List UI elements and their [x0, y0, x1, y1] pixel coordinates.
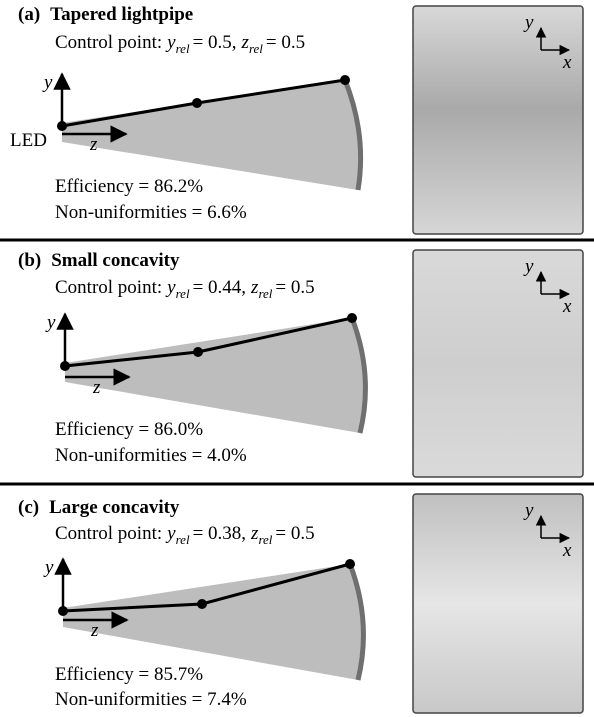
non-uniformities: Non-uniformities = 4.0%	[55, 445, 247, 466]
image-axis-y: y	[523, 256, 534, 277]
axis-label-z: z	[92, 377, 101, 398]
panel-heading: (a) Tapered lightpipe	[18, 4, 193, 25]
control-dot	[340, 75, 350, 85]
panel-label: (a)	[18, 4, 40, 25]
z-value: = 0.5	[266, 32, 305, 53]
panel-title: Small concavity	[51, 250, 180, 271]
axis-label-z: z	[89, 134, 98, 155]
output-image	[413, 6, 583, 234]
y-value: = 0.44,	[193, 277, 246, 298]
control-label: Control point:	[55, 523, 162, 544]
axis-label-z: z	[90, 620, 99, 641]
control-point: Control point:yrel= 0.44,zrel= 0.5	[55, 277, 315, 301]
image-axis-x: x	[562, 52, 572, 73]
lightpipe	[63, 564, 363, 680]
panel-label: (c)	[18, 497, 39, 518]
output-image	[413, 250, 583, 477]
control-point: Control point:yrel= 0.38,zrel= 0.5	[55, 523, 315, 547]
control-point: Control point:yrel= 0.5,zrel= 0.5	[55, 32, 305, 56]
y-value: = 0.5,	[193, 32, 237, 53]
y-subscript: rel	[176, 41, 190, 56]
axis-label-y: y	[43, 557, 54, 578]
control-dot	[197, 599, 207, 609]
z-subscript: rel	[249, 41, 263, 56]
y-subscript: rel	[176, 286, 190, 301]
source-label: LED	[10, 130, 47, 151]
image-axis-x: x	[562, 540, 572, 561]
control-label: Control point:	[55, 32, 162, 53]
control-dot	[347, 313, 357, 323]
control-dot	[193, 347, 203, 357]
y-symbol: y	[165, 32, 176, 53]
z-subscript: rel	[258, 286, 272, 301]
z-value: = 0.5	[275, 277, 314, 298]
y-value: = 0.38,	[193, 523, 246, 544]
z-value: = 0.5	[275, 523, 314, 544]
image-axis-y: y	[523, 12, 534, 33]
z-subscript: rel	[258, 532, 272, 547]
axis-label-y: y	[45, 312, 56, 333]
non-uniformities: Non-uniformities = 7.4%	[55, 689, 247, 710]
panel-heading: (b) Small concavity	[18, 250, 180, 271]
control-label: Control point:	[55, 277, 162, 298]
panel-heading: (c) Large concavity	[18, 497, 180, 518]
panel-title: Tapered lightpipe	[50, 4, 193, 25]
lightpipe	[65, 318, 365, 433]
panel-title: Large concavity	[49, 497, 180, 518]
panel-label: (b)	[18, 250, 41, 271]
y-symbol: y	[165, 523, 176, 544]
non-uniformities: Non-uniformities = 6.6%	[55, 202, 247, 223]
control-dot	[192, 98, 202, 108]
output-image	[413, 494, 583, 713]
efficiency: Efficiency = 86.0%	[55, 419, 203, 440]
y-symbol: y	[165, 277, 176, 298]
image-axis-x: x	[562, 296, 572, 317]
axis-label-y: y	[42, 72, 53, 93]
efficiency: Efficiency = 86.2%	[55, 176, 203, 197]
efficiency: Efficiency = 85.7%	[55, 664, 203, 685]
y-subscript: rel	[176, 532, 190, 547]
control-dot	[345, 559, 355, 569]
figure: (a)Tapered lightpipeControl point:yrel= …	[0, 0, 594, 717]
image-axis-y: y	[523, 500, 534, 521]
